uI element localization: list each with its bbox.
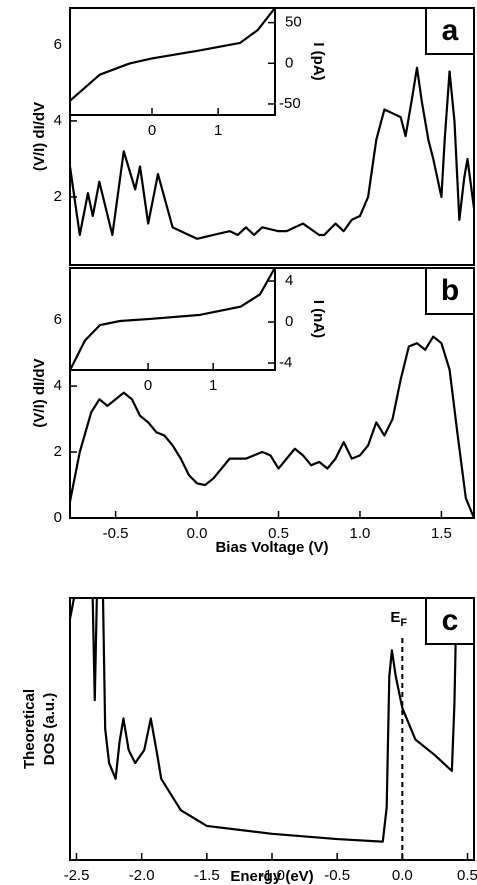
x-tick-label: 0.5 xyxy=(457,867,477,884)
x-tick-label: 1 xyxy=(209,377,217,394)
y-tick-label: -50 xyxy=(279,95,301,112)
inset-background xyxy=(70,8,275,115)
y-axis-label: (V/I) dI/dV xyxy=(31,102,48,171)
y-tick-label: 0 xyxy=(285,54,293,71)
panel-label: c xyxy=(442,604,459,637)
x-tick-label: -2.0 xyxy=(129,867,155,884)
data-line xyxy=(70,268,275,370)
plot-area xyxy=(70,268,275,370)
x-tick-label: -1.0 xyxy=(259,867,285,884)
y-tick-label: 4 xyxy=(54,112,62,129)
data-line xyxy=(70,66,474,240)
y-tick-label: 2 xyxy=(54,188,62,205)
plot-area xyxy=(70,335,474,518)
panel-label: b xyxy=(441,274,459,307)
fermi-label-sub: F xyxy=(400,617,407,629)
inset-background xyxy=(70,268,275,370)
y-axis-label: I (nA) xyxy=(310,300,327,338)
y-axis-label: (V/I) dI/dV xyxy=(31,358,48,427)
data-line xyxy=(70,335,474,518)
plot-area xyxy=(70,598,458,860)
x-tick-label: 0.0 xyxy=(392,867,413,884)
x-tick-label: 0.5 xyxy=(268,525,289,542)
y-tick-label: 4 xyxy=(54,377,62,394)
data-line xyxy=(70,598,458,843)
x-tick-label: 0.0 xyxy=(187,525,208,542)
x-axis-label: Energy (eV) xyxy=(230,868,313,885)
y-tick-label: 0 xyxy=(54,509,62,526)
panel-label-box xyxy=(425,597,475,645)
y-tick-label: 6 xyxy=(54,36,62,53)
y-tick-label: 0 xyxy=(285,313,293,330)
y-tick-label: 4 xyxy=(285,272,293,289)
y-axis-label: Theoretical xyxy=(21,689,38,769)
y-tick-label: 50 xyxy=(285,14,302,31)
y-axis-label: I (pA) xyxy=(310,42,327,80)
plot-frame xyxy=(69,7,276,116)
y-tick-label: 6 xyxy=(54,311,62,328)
x-tick-label: 0 xyxy=(144,377,152,394)
y-tick-label: 2 xyxy=(54,443,62,460)
x-tick-label: 1 xyxy=(214,122,222,139)
plot-area xyxy=(70,8,275,102)
x-tick-label: 0 xyxy=(148,122,156,139)
x-tick-label: -2.5 xyxy=(64,867,90,884)
x-tick-label: -1.5 xyxy=(194,867,220,884)
panel-label-box xyxy=(425,267,475,315)
y-axis-label: DOS (a.u.) xyxy=(41,693,58,766)
x-tick-label: 1.5 xyxy=(431,525,452,542)
plot-frame xyxy=(69,267,276,371)
data-line xyxy=(70,8,275,102)
plot-frame xyxy=(69,597,475,861)
x-axis-label: Bias Voltage (V) xyxy=(215,539,328,556)
y-tick-label: -4 xyxy=(279,354,292,371)
fermi-label-main: E xyxy=(390,609,400,626)
panel-label-box xyxy=(425,7,475,55)
plot-area xyxy=(70,66,474,240)
x-tick-label: -0.5 xyxy=(103,525,129,542)
panel-label: a xyxy=(442,14,459,47)
x-tick-label: -0.5 xyxy=(324,867,350,884)
fermi-label: EF xyxy=(390,609,407,629)
x-tick-label: 1.0 xyxy=(350,525,371,542)
